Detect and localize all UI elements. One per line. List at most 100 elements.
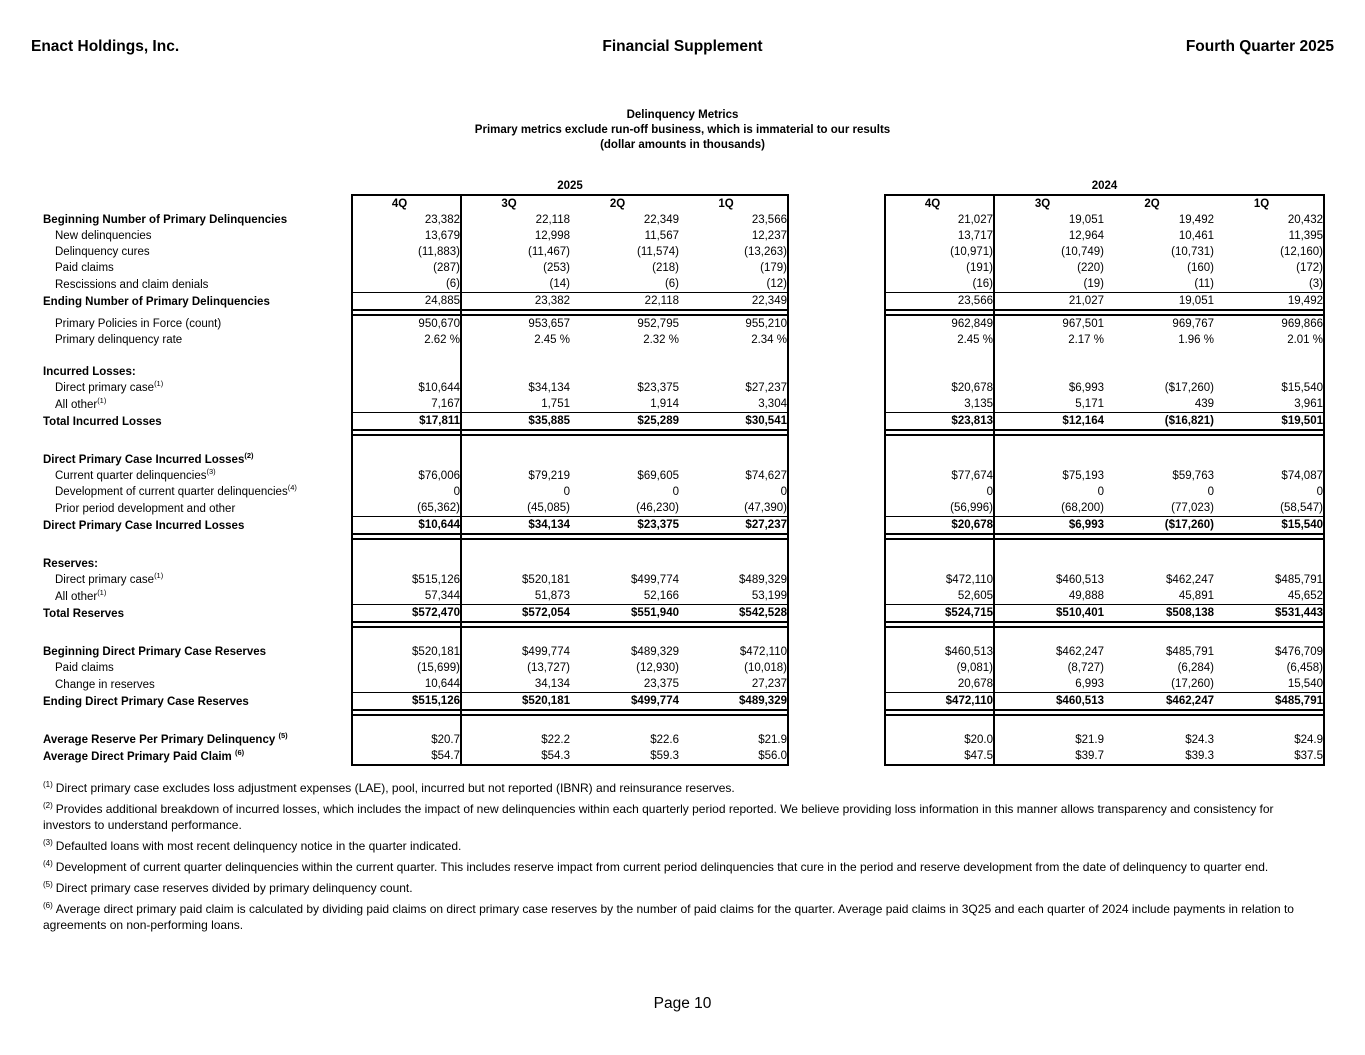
cell-value: $472,110 [884, 692, 995, 711]
cell-value: $79,219 [528, 470, 570, 482]
row-label: Rescissions and claim denials [55, 278, 209, 291]
cell-value: (13,727) [527, 662, 570, 674]
cell-value: $27,237 [679, 380, 789, 396]
cell-value: $39.3 [1104, 748, 1214, 766]
gap-cell [788, 693, 885, 711]
gap-cell [788, 195, 885, 212]
cell-value: 969,767 [1172, 318, 1214, 330]
cell-value: 955,210 [679, 315, 789, 332]
cell-value [1214, 348, 1325, 364]
cell-value [461, 348, 570, 364]
row-label: New delinquencies [55, 230, 152, 242]
cell-value [570, 435, 679, 452]
cell-value: $515,126 [351, 692, 462, 711]
footnote: (2) Provides additional breakdown of incu… [43, 801, 1274, 833]
cell-value [461, 430, 570, 436]
cell-value [679, 452, 789, 468]
footnote: (1) Direct primary case excludes loss adj… [43, 780, 735, 796]
cell-value [1214, 452, 1325, 468]
cell-value [884, 556, 995, 572]
cell-value [1104, 622, 1214, 628]
table-row: Change in reserves 10,644 34,134 23,375 27,2… [43, 676, 1325, 693]
cell-value [351, 310, 462, 316]
table-row [43, 715, 1325, 732]
cell-value [884, 539, 995, 556]
quarter-header: 2Q [1104, 194, 1214, 212]
cell-value: $27,237 [679, 516, 789, 535]
cell-value: $54.3 [461, 748, 570, 766]
cell-value: 3,135 [884, 396, 995, 413]
cell-value [570, 556, 679, 572]
cell-value: (47,390) [679, 500, 789, 517]
table-row: Paid claims (287) (253) (218) (179) (191) (220… [43, 260, 1325, 276]
cell-value: (160) [1187, 262, 1214, 274]
cell-value [884, 710, 995, 716]
table-row: Total Incurred Losses $17,811 $35,885 $25,2… [43, 412, 1325, 431]
gap-cell [788, 380, 885, 396]
cell-value [1104, 539, 1214, 556]
cell-value: (56,996) [884, 500, 995, 517]
cell-value: $499,774 [631, 574, 679, 586]
cell-value: 12,964 [1068, 230, 1104, 242]
year-header-2025: 2025 [557, 180, 583, 192]
cell-value: $17,811 [351, 412, 462, 431]
cell-value: $24.9 [1214, 732, 1325, 748]
cell-value: $56.0 [679, 748, 789, 766]
footnote: (5) Direct primary case reserves divided … [43, 880, 413, 896]
cell-value [994, 539, 1104, 556]
cell-value: 51,873 [534, 590, 570, 602]
cell-value: 962,849 [884, 315, 995, 332]
cell-value: $515,126 [351, 572, 462, 588]
cell-value: 1.96 % [1178, 334, 1214, 346]
cell-value: $12,164 [994, 412, 1104, 431]
cell-value: 13,717 [884, 228, 995, 244]
cell-value: ($16,821) [1104, 412, 1214, 431]
cell-value: $542,528 [679, 604, 789, 623]
gap-cell [788, 175, 885, 195]
row-label: Prior period development and other [55, 502, 236, 515]
cell-value: $15,540 [1214, 380, 1325, 396]
cell-value: (10,971) [884, 244, 995, 260]
table-row: Beginning Number of Primary Delinquencie… [43, 212, 1325, 228]
cell-value [994, 710, 1104, 716]
cell-value: (220) [1077, 262, 1104, 274]
cell-value: $34,134 [461, 516, 570, 535]
cell-value: (9,081) [884, 660, 995, 676]
table-row [43, 435, 1325, 452]
cell-value [994, 430, 1104, 436]
footnote-marker: (1) [43, 780, 53, 789]
cell-value: $35,885 [461, 412, 570, 431]
cell-value: 22,349 [679, 292, 789, 311]
cell-value: 969,866 [1214, 315, 1325, 332]
gap-cell [788, 517, 885, 535]
cell-value: $75,193 [1062, 470, 1104, 482]
footnote-ref: (1) [154, 571, 164, 581]
table-row: All other(1) 57,344 51,873 52,166 53,199 52,6… [43, 588, 1325, 605]
cell-value: (172) [1214, 260, 1325, 276]
cell-value: $20.0 [884, 732, 995, 748]
row-label: Direct primary case(1) [55, 379, 164, 394]
cell-value: (6) [351, 276, 462, 293]
gap-cell [788, 715, 885, 732]
cell-value [1214, 627, 1325, 644]
gap-cell [788, 605, 885, 623]
table-row: All other(1) 7,167 1,751 1,914 3,304 3,135 5,1… [43, 396, 1325, 413]
section-spacer-row [43, 710, 1325, 716]
cell-value: 950,670 [351, 315, 462, 332]
cell-value: $30,541 [679, 412, 789, 431]
cell-value [994, 556, 1104, 572]
cell-value: (68,200) [1061, 502, 1104, 514]
cell-value: $20.7 [351, 732, 462, 748]
cell-value [679, 435, 789, 452]
cell-value: $499,774 [570, 692, 679, 711]
cell-value: $23,375 [637, 382, 679, 394]
row-label: Ending Direct Primary Case Reserves [43, 696, 249, 708]
cell-value: (12) [679, 276, 789, 293]
cell-value: $37.5 [1214, 748, 1325, 766]
cell-value [884, 430, 995, 436]
cell-value [1214, 710, 1325, 716]
cell-value: $54.7 [351, 748, 462, 766]
cell-value [461, 310, 570, 316]
cell-value: (218) [652, 262, 679, 274]
